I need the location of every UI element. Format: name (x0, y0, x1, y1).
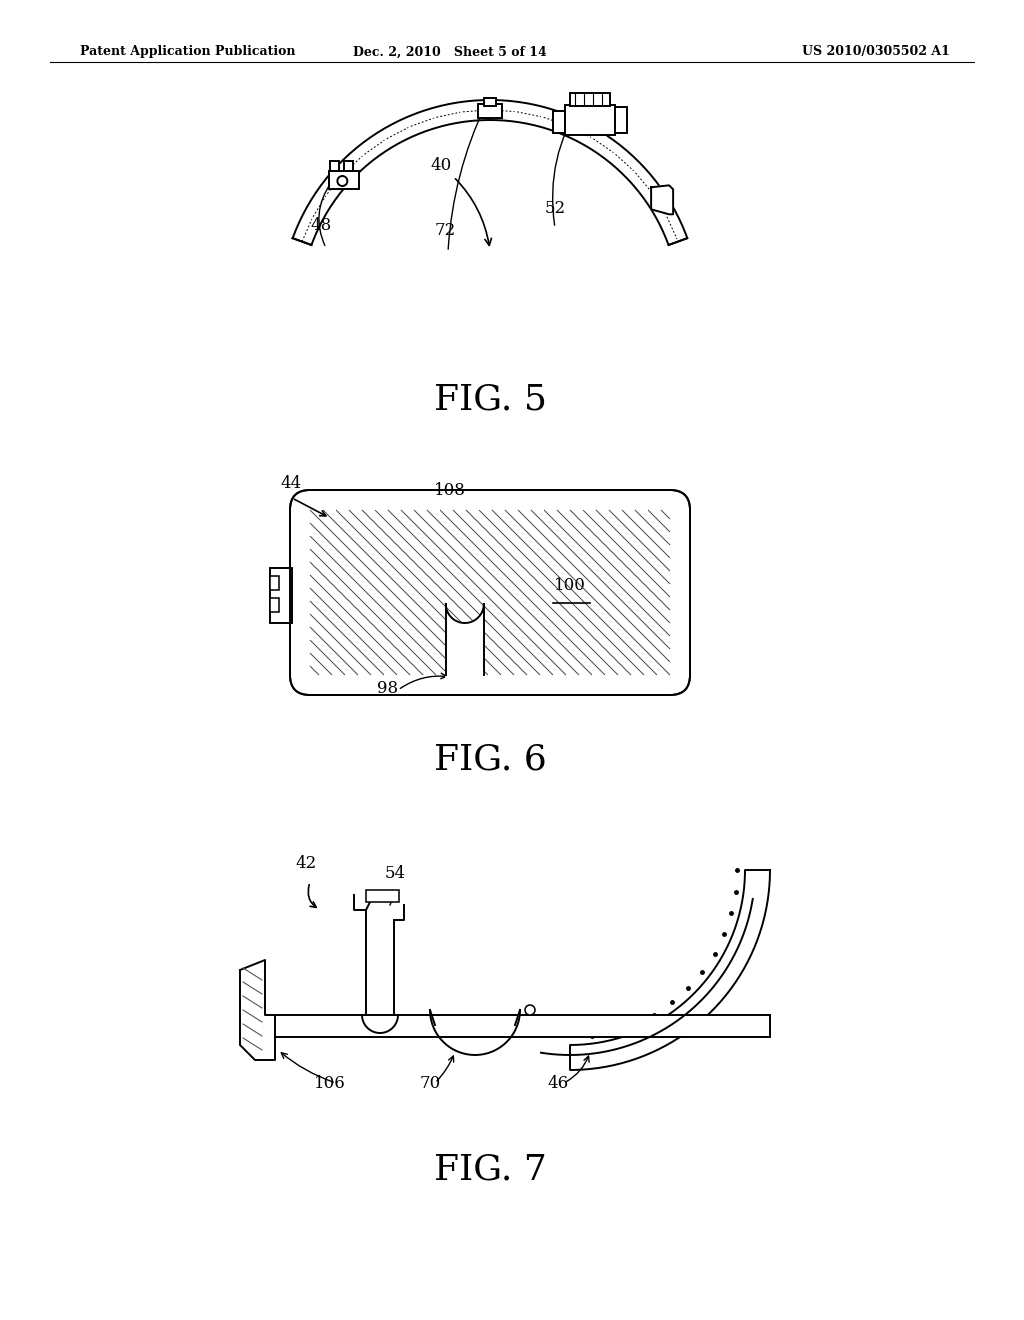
Circle shape (337, 176, 347, 186)
Text: FIG. 6: FIG. 6 (433, 743, 547, 777)
Text: Patent Application Publication: Patent Application Publication (80, 45, 296, 58)
Text: 70: 70 (420, 1074, 440, 1092)
Text: 46: 46 (548, 1074, 568, 1092)
Text: 72: 72 (435, 222, 457, 239)
Text: 108: 108 (434, 482, 466, 499)
FancyBboxPatch shape (290, 490, 690, 696)
Text: 40: 40 (430, 157, 492, 246)
Polygon shape (651, 185, 673, 214)
Text: FIG. 7: FIG. 7 (433, 1152, 547, 1187)
Text: Dec. 2, 2010   Sheet 5 of 14: Dec. 2, 2010 Sheet 5 of 14 (353, 45, 547, 58)
Polygon shape (445, 605, 483, 680)
Polygon shape (570, 870, 770, 1071)
Text: 48: 48 (310, 216, 331, 234)
Bar (553, 111, 565, 133)
Circle shape (525, 1005, 535, 1015)
Bar (366, 890, 399, 902)
Text: 42: 42 (295, 855, 316, 873)
Text: US 2010/0305502 A1: US 2010/0305502 A1 (802, 45, 950, 58)
Bar (565, 106, 615, 136)
Bar (331, 161, 339, 172)
Polygon shape (293, 100, 687, 246)
Text: FIG. 5: FIG. 5 (433, 383, 547, 417)
Bar (270, 568, 292, 623)
Bar (344, 161, 353, 172)
Bar (570, 94, 610, 107)
Bar (260, 1015, 770, 1038)
Bar (615, 107, 627, 133)
Bar (478, 104, 502, 117)
Bar (270, 598, 279, 611)
Text: 106: 106 (314, 1074, 346, 1092)
Text: 52: 52 (545, 201, 566, 216)
Polygon shape (240, 960, 275, 1060)
Bar (330, 172, 359, 189)
Text: 54: 54 (384, 865, 406, 882)
Text: 98: 98 (378, 680, 398, 697)
Bar (484, 98, 496, 106)
Text: 100: 100 (554, 577, 586, 594)
Text: 44: 44 (280, 475, 301, 492)
Bar (270, 576, 279, 590)
